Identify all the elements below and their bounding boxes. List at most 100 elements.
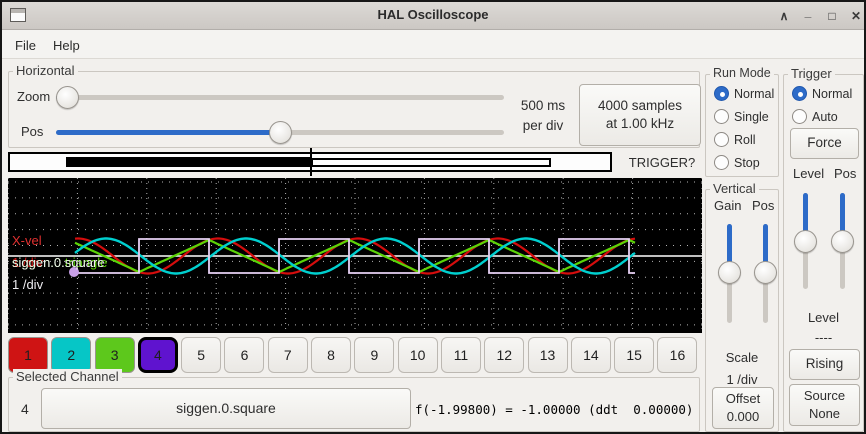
horizontal-pos-slider[interactable] (56, 121, 504, 144)
radio-single[interactable]: Single (714, 105, 774, 128)
shade-button[interactable]: ∧ (779, 9, 789, 23)
channel-button-3[interactable]: 3 (94, 337, 135, 373)
offset-button-label: Offset (725, 391, 761, 407)
trigger-level-slider-handle[interactable] (794, 229, 817, 253)
channel-button-14[interactable]: 14 (570, 337, 611, 373)
trigger-mode-options: Normal Auto (792, 82, 852, 128)
channel-button-5[interactable]: 5 (181, 337, 222, 373)
trigger-level-slider-fill (803, 193, 808, 241)
gain-slider-handle[interactable] (718, 260, 741, 284)
wave-sine-cyan (74, 237, 636, 275)
source-button[interactable]: Source None (789, 384, 860, 426)
radio-icon (792, 109, 807, 124)
trigger-level-slider-label: Level (793, 166, 825, 181)
run-mode-options: Normal Single Roll Stop (714, 82, 774, 174)
channel-button-8[interactable]: 8 (311, 337, 352, 373)
radio-label: Stop (734, 155, 760, 170)
pos-slider-fill (56, 130, 280, 135)
trigger-group: Trigger Normal Auto Force Level Pos Level… (783, 66, 864, 432)
selected-channel-group: Selected Channel 4 siggen.0.square f(-1.… (8, 369, 700, 432)
offset-button[interactable]: Offset 0.000 (712, 387, 774, 429)
trigger-pos-slider-handle[interactable] (831, 229, 854, 253)
scope-display[interactable]: X-vel 1 /div siggen.0.triangle siggen.0.… (7, 178, 703, 333)
channel-button-15[interactable]: 15 (614, 337, 655, 373)
force-button[interactable]: Force (790, 128, 859, 159)
radio-stop[interactable]: Stop (714, 151, 774, 174)
vertical-pos-slider-handle[interactable] (754, 260, 777, 284)
scale-value: 1 /div (726, 372, 758, 387)
zoom-slider-label: Zoom (17, 89, 51, 104)
offset-button-value: 0.000 (726, 409, 760, 424)
edge-button-label: Rising (805, 356, 844, 372)
trigger-level-slider[interactable] (794, 193, 817, 289)
record-filled-segment (65, 157, 312, 167)
channel-button-16[interactable]: 16 (657, 337, 698, 373)
close-button[interactable]: ✕ (850, 9, 862, 23)
record-position-pointer[interactable] (310, 148, 313, 176)
trigger-status-label: TRIGGER? (628, 155, 696, 170)
maximize-button[interactable]: □ (828, 9, 836, 23)
record-progress-bar (8, 152, 612, 172)
zoom-slider-handle[interactable] (56, 86, 79, 109)
time-per-div: 500 ms per div (511, 96, 575, 137)
samples-rate: at 1.00 kHz (605, 116, 675, 131)
vertical-pos-slider[interactable] (754, 224, 777, 323)
menu-file[interactable]: File (15, 38, 36, 53)
selected-sample-marker (69, 267, 79, 277)
channel-button-11[interactable]: 11 (440, 337, 481, 373)
selected-channel-name-button[interactable]: siggen.0.square (41, 388, 411, 429)
minimize-button[interactable]: _ (804, 5, 812, 19)
edge-button[interactable]: Rising (789, 349, 860, 380)
channel-button-6[interactable]: 6 (224, 337, 265, 373)
channel-button-1[interactable]: 1 (8, 337, 48, 373)
selected-channel-name: siggen.0.square (176, 400, 276, 417)
gain-slider-label: Gain (714, 198, 742, 213)
vertical-pos-slider-label: Pos (752, 198, 775, 213)
trigger-level-readout-label: Level (807, 310, 840, 325)
scope-waveforms (7, 178, 703, 333)
trigger-group-label: Trigger (788, 66, 835, 81)
samples-button[interactable]: 4000 samples at 1.00 kHz (579, 84, 701, 146)
zoom-slider[interactable] (56, 86, 504, 109)
channel-button-13[interactable]: 13 (527, 337, 568, 373)
radio-roll[interactable]: Roll (714, 128, 774, 151)
cursor-readout: f(-1.99800) = -1.00000 (ddt 0.00000) (415, 402, 694, 417)
radio-icon (714, 86, 729, 101)
radio-label: Single (734, 109, 769, 124)
radio-label: Normal (812, 86, 853, 101)
trigger-pos-slider[interactable] (831, 193, 854, 289)
force-button-label: Force (807, 135, 842, 151)
zoom-slider-track[interactable] (56, 95, 504, 100)
vertical-pos-slider-fill (763, 224, 768, 272)
horizontal-group-label: Horizontal (13, 63, 78, 78)
vertical-group: Vertical Gain Pos Scale 1 /div Offset 0.… (705, 181, 779, 432)
window-icon (10, 8, 26, 22)
scope-channel1-name: X-vel (12, 233, 42, 248)
wave-square-lavender (75, 238, 635, 274)
pos-slider-handle[interactable] (268, 121, 292, 144)
radio-normal[interactable]: Normal (792, 82, 852, 105)
titlebar[interactable]: HAL Oscilloscope ∧ _ □ ✕ (2, 2, 864, 30)
radio-auto[interactable]: Auto (792, 105, 852, 128)
menu-help[interactable]: Help (53, 38, 80, 53)
radio-label: Auto (812, 109, 838, 124)
channel-button-9[interactable]: 9 (354, 337, 395, 373)
radio-label: Normal (734, 86, 775, 101)
radio-icon (792, 86, 807, 101)
source-button-value: None (808, 406, 841, 421)
gain-slider[interactable] (718, 224, 741, 323)
radio-icon (714, 155, 729, 170)
window-title: HAL Oscilloscope (377, 7, 489, 22)
radio-normal[interactable]: Normal (714, 82, 774, 105)
channel-button-4[interactable]: 4 (137, 337, 178, 373)
wave-triangle-green (74, 238, 636, 274)
record-outline-segment (311, 158, 552, 167)
trigger-pos-slider-fill (840, 193, 845, 241)
menubar: File Help (2, 30, 864, 59)
channel-button-2[interactable]: 2 (51, 337, 92, 373)
channel-button-row: 1 2 3 4 5 6 7 8 9 10 11 12 13 14 15 16 (8, 337, 700, 373)
channel-button-10[interactable]: 10 (397, 337, 438, 373)
channel-button-12[interactable]: 12 (484, 337, 525, 373)
channel-button-7[interactable]: 7 (267, 337, 308, 373)
